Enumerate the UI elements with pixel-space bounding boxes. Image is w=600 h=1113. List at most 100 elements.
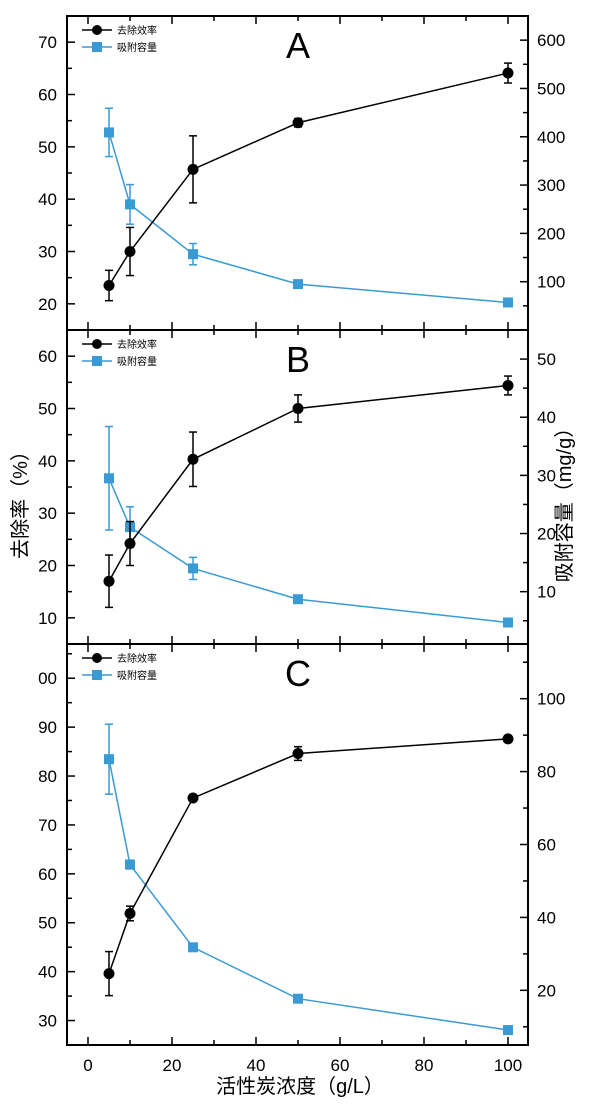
y-left-tick-label: 50 xyxy=(38,400,57,419)
y-left-tick-label: 20 xyxy=(38,557,57,576)
legend-label: 吸附容量 xyxy=(117,355,157,368)
series-line xyxy=(108,72,509,286)
data-point xyxy=(103,575,115,587)
series-line xyxy=(108,477,509,624)
y-left-tick-label: 10 xyxy=(38,609,57,628)
y-left-tick-label: 70 xyxy=(38,33,57,52)
y-left-tick-label: 40 xyxy=(38,963,57,982)
data-point xyxy=(187,163,199,175)
data-point xyxy=(125,199,135,210)
data-point xyxy=(292,117,304,129)
series-removal-efficiency xyxy=(103,375,514,609)
data-point xyxy=(502,379,514,391)
data-point xyxy=(293,993,303,1004)
y-left-tick-label: 80 xyxy=(38,767,57,786)
x-tick-label: 0 xyxy=(83,1056,92,1075)
y-right-tick-label: 40 xyxy=(537,408,556,427)
y-right-tick-label: 100 xyxy=(537,690,565,709)
data-point xyxy=(103,280,115,292)
data-point xyxy=(124,246,136,257)
y-left-tick-label: 50 xyxy=(38,138,57,157)
series-adsorption-capacity xyxy=(104,107,513,308)
y-right-tick-label: 100 xyxy=(537,273,565,292)
y-right-tick-label: 60 xyxy=(537,836,556,855)
legend-label: 去除效率 xyxy=(117,338,157,351)
panel-label: C xyxy=(285,653,311,694)
y-right-tick-label: 30 xyxy=(537,466,556,485)
legend-marker xyxy=(92,653,102,663)
y-right-tick-label: 20 xyxy=(537,981,556,1000)
y-left-tick-label: 00 xyxy=(38,669,57,688)
y-right-tick-label: 200 xyxy=(537,224,565,243)
y-left-tick-label: 90 xyxy=(38,718,57,737)
data-point xyxy=(103,968,115,980)
y-right-tick-label: 80 xyxy=(537,763,556,782)
data-point xyxy=(292,748,304,760)
data-point xyxy=(188,563,198,574)
y-right-tick-label: 10 xyxy=(537,583,556,602)
series-adsorption-capacity xyxy=(104,425,513,628)
panel-label: B xyxy=(286,339,310,380)
data-point xyxy=(503,1025,513,1036)
legend-marker xyxy=(92,670,102,680)
legend-label: 去除效率 xyxy=(117,24,157,37)
x-tick-label: 80 xyxy=(415,1056,434,1075)
legend-marker xyxy=(92,42,102,52)
y-right-tick-label: 20 xyxy=(537,525,556,544)
series-line xyxy=(108,132,509,304)
series-removal-efficiency xyxy=(103,733,514,997)
y-right-tick-label: 500 xyxy=(537,79,565,98)
plot-frame xyxy=(66,643,529,1046)
x-tick-label: 100 xyxy=(494,1056,522,1075)
y-right-tick-label: 600 xyxy=(537,31,565,50)
data-point xyxy=(293,594,303,605)
y-left-tick-label: 30 xyxy=(38,243,57,262)
series-line xyxy=(108,759,509,1031)
data-point xyxy=(104,754,114,765)
legend-marker xyxy=(92,356,102,366)
series-adsorption-capacity xyxy=(104,723,513,1036)
data-point xyxy=(502,733,514,745)
y-left-tick-label: 50 xyxy=(38,914,57,933)
data-point xyxy=(124,538,136,550)
series-removal-efficiency xyxy=(103,62,514,302)
y-right-tick-label: 50 xyxy=(537,350,556,369)
legend-marker xyxy=(92,339,102,349)
y-left-tick-label: 30 xyxy=(38,1012,57,1031)
data-point xyxy=(188,249,198,260)
data-point xyxy=(292,403,304,414)
y-right-tick-label: 40 xyxy=(537,908,556,927)
data-point xyxy=(124,907,136,919)
data-point xyxy=(125,859,135,870)
x-tick-label: 20 xyxy=(163,1056,182,1075)
y-right-tick-label: 400 xyxy=(537,128,565,147)
y-left-tick-label: 40 xyxy=(38,190,57,209)
legend-label: 吸附容量 xyxy=(117,669,157,682)
data-point xyxy=(503,617,513,628)
data-point xyxy=(503,297,513,308)
y-left-tick-label: 30 xyxy=(38,504,57,523)
x-tick-label: 60 xyxy=(331,1056,350,1075)
y-left-tick-label: 60 xyxy=(38,86,57,105)
data-point xyxy=(187,792,199,804)
legend-label: 吸附容量 xyxy=(117,41,157,54)
x-tick-label: 40 xyxy=(247,1056,266,1075)
panel-label: A xyxy=(286,25,310,66)
y-left-tick-label: 70 xyxy=(38,816,57,835)
data-point xyxy=(502,67,514,79)
legend-label: 去除效率 xyxy=(117,652,157,665)
y-right-tick-label: 300 xyxy=(537,176,565,195)
data-point xyxy=(104,473,114,484)
y-left-tick-label: 40 xyxy=(38,452,57,471)
panel-c: 0 20 40 60 80 100 30 40 50 60 70 80 90 00 20 40 60 80 100 C… xyxy=(38,643,565,1075)
series-line xyxy=(108,738,509,974)
y-axis-label-right: 吸附容量（mg/g） xyxy=(553,418,576,582)
data-point xyxy=(293,279,303,290)
data-point xyxy=(188,942,198,953)
